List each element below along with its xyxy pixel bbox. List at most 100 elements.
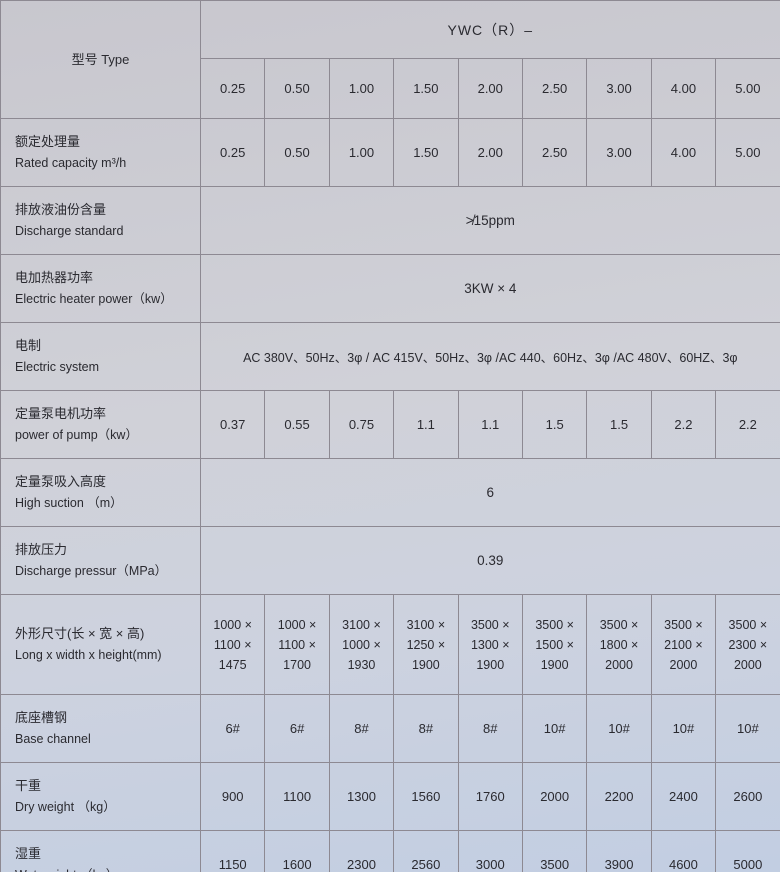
label-cn: 湿重 <box>15 844 196 865</box>
size-col: 0.50 <box>265 59 329 119</box>
cell: 8# <box>394 695 458 763</box>
cell: 3100 ×1000 ×1930 <box>329 595 393 695</box>
cell: 3500 ×2100 ×2000 <box>651 595 715 695</box>
cell: 1.50 <box>394 119 458 187</box>
row-discharge-pressure: 排放压力 Discharge pressur（MPa） 0.39 <box>1 527 780 595</box>
label-cn: 底座槽钢 <box>15 708 196 729</box>
cell: 8# <box>329 695 393 763</box>
label-cn: 外形尺寸(长 × 宽 × 高) <box>15 624 196 645</box>
cell: 3.00 <box>587 119 651 187</box>
label-en: Dry weight （kg） <box>15 797 196 817</box>
cell: 0.55 <box>265 391 329 459</box>
row-wet-weight: 湿重 Wet weight （kg） 1150 1600 2300 2560 3… <box>1 831 780 872</box>
cell: 1.5 <box>587 391 651 459</box>
cell: 1.1 <box>458 391 522 459</box>
cell: 3500 ×1300 ×1900 <box>458 595 522 695</box>
cell: 2.50 <box>522 119 586 187</box>
label-en: High suction （m） <box>15 493 196 513</box>
cell: 1.5 <box>522 391 586 459</box>
cell-span: 3KW × 4 <box>201 255 780 323</box>
cell: 1000 ×1100 ×1700 <box>265 595 329 695</box>
size-col: 1.50 <box>394 59 458 119</box>
label-cn: 电加热器功率 <box>15 268 196 289</box>
cell: 3900 <box>587 831 651 872</box>
cell: 1.1 <box>394 391 458 459</box>
cell: 1300 <box>329 763 393 831</box>
cell: 6# <box>265 695 329 763</box>
size-col: 4.00 <box>651 59 715 119</box>
header-series: YWC（R）– <box>201 1 780 59</box>
size-col: 5.00 <box>716 59 780 119</box>
label-en: power of pump（kw） <box>15 425 196 445</box>
row-base-channel: 底座槽钢 Base channel 6# 6# 8# 8# 8# 10# 10#… <box>1 695 780 763</box>
label-cn: 干重 <box>15 776 196 797</box>
label-en: Discharge standard <box>15 221 196 241</box>
cell-span: 6 <box>201 459 780 527</box>
cell: 0.25 <box>201 119 265 187</box>
spec-table: 型号 Type YWC（R）– 0.25 0.50 1.00 1.50 2.00… <box>0 0 780 872</box>
cell: 2600 <box>716 763 780 831</box>
label-cn: 排放液油份含量 <box>15 200 196 221</box>
cell: 2400 <box>651 763 715 831</box>
cell-span: AC 380V、50Hz、3φ / AC 415V、50Hz、3φ /AC 44… <box>201 323 780 391</box>
row-label: 定量泵电机功率 power of pump（kw） <box>1 391 201 459</box>
cell: 3500 ×1500 ×1900 <box>522 595 586 695</box>
row-electric-system: 电制 Electric system AC 380V、50Hz、3φ / AC … <box>1 323 780 391</box>
row-label: 湿重 Wet weight （kg） <box>1 831 201 872</box>
cell: 2.00 <box>458 119 522 187</box>
cell: 3100 ×1250 ×1900 <box>394 595 458 695</box>
row-label: 排放压力 Discharge pressur（MPa） <box>1 527 201 595</box>
cell: 0.50 <box>265 119 329 187</box>
row-label: 底座槽钢 Base channel <box>1 695 201 763</box>
row-label: 外形尺寸(长 × 宽 × 高) Long x width x height(mm… <box>1 595 201 695</box>
cell: 1100 <box>265 763 329 831</box>
cell-span: 0.39 <box>201 527 780 595</box>
size-col: 0.25 <box>201 59 265 119</box>
cell: 3000 <box>458 831 522 872</box>
row-label: 干重 Dry weight （kg） <box>1 763 201 831</box>
cell: 10# <box>587 695 651 763</box>
cell: 2000 <box>522 763 586 831</box>
row-label: 定量泵吸入高度 High suction （m） <box>1 459 201 527</box>
cell: 3500 ×2300 ×2000 <box>716 595 780 695</box>
size-col: 1.00 <box>329 59 393 119</box>
label-en: Long x width x height(mm) <box>15 645 196 665</box>
cell-span: ≯15ppm <box>201 187 780 255</box>
row-label: 排放液油份含量 Discharge standard <box>1 187 201 255</box>
cell: 1.00 <box>329 119 393 187</box>
label-en: Wet weight （kg） <box>15 865 196 872</box>
size-col: 3.00 <box>587 59 651 119</box>
header-model: 型号 Type <box>1 1 201 119</box>
cell: 3500 ×1800 ×2000 <box>587 595 651 695</box>
cell: 900 <box>201 763 265 831</box>
row-pump-power: 定量泵电机功率 power of pump（kw） 0.37 0.55 0.75… <box>1 391 780 459</box>
cell: 2.2 <box>651 391 715 459</box>
cell: 1150 <box>201 831 265 872</box>
cell: 4600 <box>651 831 715 872</box>
label-en: Rated capacity m³/h <box>15 153 196 173</box>
row-discharge-standard: 排放液油份含量 Discharge standard ≯15ppm <box>1 187 780 255</box>
row-dimensions: 外形尺寸(长 × 宽 × 高) Long x width x height(mm… <box>1 595 780 695</box>
label-cn: 定量泵吸入高度 <box>15 472 196 493</box>
row-label: 电加热器功率 Electric heater power（kw） <box>1 255 201 323</box>
label-cn: 定量泵电机功率 <box>15 404 196 425</box>
cell: 2300 <box>329 831 393 872</box>
size-col: 2.00 <box>458 59 522 119</box>
label-cn: 额定处理量 <box>15 132 196 153</box>
cell: 1600 <box>265 831 329 872</box>
cell: 5.00 <box>716 119 780 187</box>
cell: 3500 <box>522 831 586 872</box>
label-en: Discharge pressur（MPa） <box>15 561 196 581</box>
row-heater-power: 电加热器功率 Electric heater power（kw） 3KW × 4 <box>1 255 780 323</box>
cell: 1000 ×1100 ×1475 <box>201 595 265 695</box>
cell: 2.2 <box>716 391 780 459</box>
cell: 1560 <box>394 763 458 831</box>
label-cn: 排放压力 <box>15 540 196 561</box>
row-label: 额定处理量 Rated capacity m³/h <box>1 119 201 187</box>
cell: 10# <box>716 695 780 763</box>
label-cn: 电制 <box>15 336 196 357</box>
cell: 2200 <box>587 763 651 831</box>
size-col: 2.50 <box>522 59 586 119</box>
cell: 2560 <box>394 831 458 872</box>
cell: 8# <box>458 695 522 763</box>
